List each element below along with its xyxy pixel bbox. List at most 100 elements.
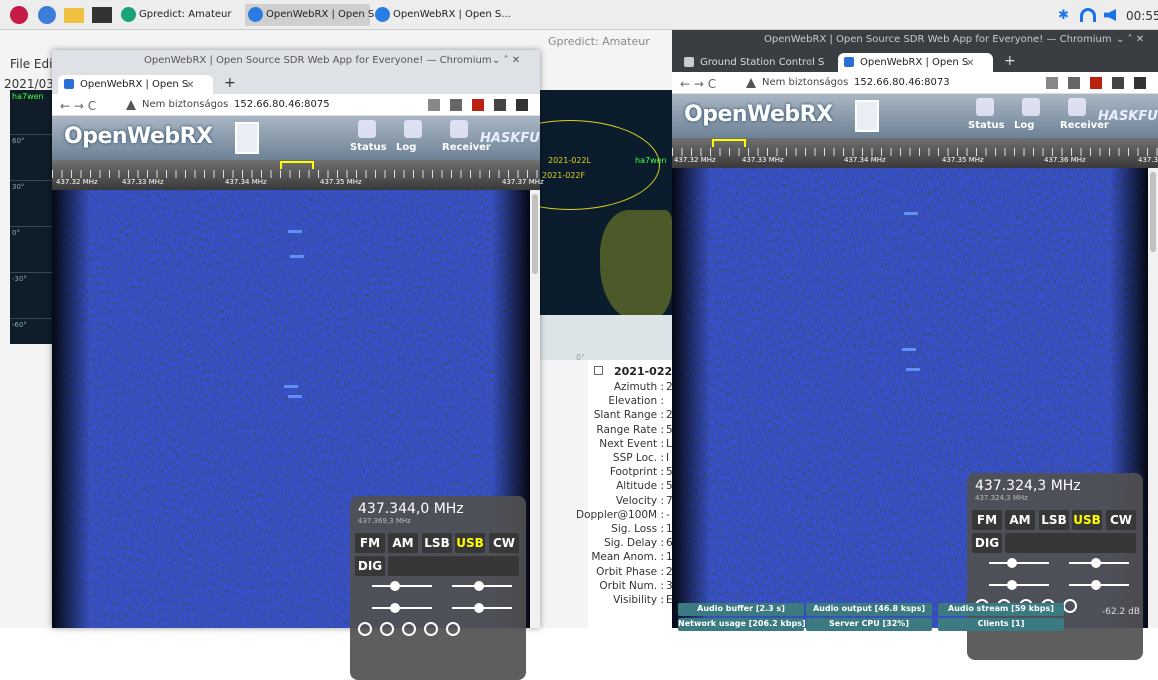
panel-icon-button[interactable] [402, 622, 416, 636]
slider-knob[interactable] [1007, 558, 1017, 568]
taskbar: Gpredict: Amateur OpenWebRX | Open S... Op… [0, 0, 1158, 30]
nav-label[interactable]: Log [396, 142, 417, 153]
gpredict-title: Gpredict: Amateur [548, 35, 650, 48]
new-tab[interactable]: + [1004, 53, 1016, 69]
panel-icon-button[interactable] [424, 622, 438, 636]
logo: OpenWebRX [64, 124, 213, 149]
mode-button[interactable]: DIG [355, 556, 385, 576]
nav-label[interactable]: Receiver [1060, 120, 1109, 131]
task-button[interactable]: OpenWebRX | Open S... [372, 4, 511, 26]
scale-label: 437.35 MHz [942, 156, 984, 164]
slider-knob[interactable] [390, 603, 400, 613]
extension-icons[interactable] [1046, 77, 1146, 89]
mode-button[interactable]: USB [1072, 510, 1102, 530]
nav-icon[interactable] [404, 120, 422, 138]
browser-icon[interactable] [38, 6, 56, 24]
info-label: Orbit Phase : [596, 565, 664, 578]
squelch-slider[interactable] [372, 607, 432, 609]
status-label: Audio output [46.8 ksps] [812, 604, 926, 613]
slider-knob[interactable] [1091, 558, 1101, 568]
squelch-slider[interactable] [989, 584, 1049, 586]
info-label: Mean Anom. : [591, 551, 664, 564]
window-title: OpenWebRX | Open Source SDR Web App for … [764, 34, 1112, 45]
gpredict-menu[interactable]: File Edi [10, 57, 53, 71]
browser-tab[interactable]: OpenWebRX | Open S ✕ [838, 53, 993, 72]
nav-icon[interactable] [976, 98, 994, 116]
nav-label[interactable]: Status [968, 120, 1005, 131]
status-label: Audio stream [59 kbps] [948, 604, 1054, 613]
status-bar: Server CPU [32%] [806, 618, 932, 631]
tab-close[interactable]: ✕ [186, 80, 195, 91]
browser-tab[interactable]: OpenWebRX | Open S ✕ [58, 75, 213, 94]
slider-knob[interactable] [1007, 580, 1017, 590]
nav-icon[interactable] [358, 120, 376, 138]
browser-tab[interactable]: Ground Station Control S ✕ [678, 53, 833, 72]
clock: 00:55 [1126, 9, 1158, 23]
scroll-thumb[interactable] [532, 194, 538, 274]
volume-slider[interactable] [372, 585, 432, 587]
slider-knob[interactable] [1091, 580, 1101, 590]
nav-label[interactable]: Log [1014, 120, 1035, 131]
mode-button[interactable]: FM [972, 510, 1002, 530]
panel-icon-button[interactable] [358, 622, 372, 636]
scrollbar[interactable] [1148, 168, 1158, 628]
latitude-label: 30° [12, 183, 25, 191]
info-value: 3 [666, 579, 673, 592]
panel-icon-button[interactable] [1063, 599, 1077, 613]
menu-icon[interactable] [10, 6, 28, 24]
sat-label: 2021-022L [548, 156, 591, 165]
nav-icon[interactable] [450, 120, 468, 138]
info-value: 2 [666, 409, 673, 422]
mode-button[interactable]: AM [388, 533, 418, 553]
mode-button[interactable]: CW [489, 533, 519, 553]
footprint-ring [540, 120, 660, 210]
tab-title: OpenWebRX | Open S [860, 57, 969, 68]
mode-button[interactable]: LSB [1039, 510, 1069, 530]
slider-knob[interactable] [390, 581, 400, 591]
task-button[interactable]: Gpredict: Amateur [118, 4, 240, 26]
nav-buttons[interactable]: ← → C [680, 77, 717, 91]
mode-button[interactable]: DIG [972, 533, 1002, 553]
info-value: 2 [666, 381, 673, 393]
latitude-label: -60° [12, 321, 27, 329]
window-controls[interactable]: ⌄ ˄ ✕ [1116, 34, 1145, 45]
new-tab[interactable]: + [224, 75, 236, 91]
volume-icon[interactable] [1104, 9, 1116, 21]
mode-button[interactable]: CW [1106, 510, 1136, 530]
terminal-icon[interactable] [92, 7, 112, 23]
nav-buttons[interactable]: ← → C [60, 99, 97, 113]
map-zero-label: 0° [576, 353, 586, 362]
slider-knob[interactable] [474, 603, 484, 613]
mode-button[interactable]: AM [1005, 510, 1035, 530]
files-icon[interactable] [64, 8, 84, 23]
slider-knob[interactable] [474, 581, 484, 591]
latitude-line [10, 272, 52, 273]
window-title: OpenWebRX | Open Source SDR Web App for … [144, 55, 492, 66]
digital-mode-select[interactable] [1005, 533, 1136, 553]
panel-icon-button[interactable] [380, 622, 394, 636]
nav-icon[interactable] [1022, 98, 1040, 116]
info-label: Sig. Delay : [604, 537, 664, 550]
extension-icons[interactable] [428, 99, 528, 111]
info-value: 2 [666, 565, 673, 578]
nav-label[interactable]: Receiver [442, 142, 491, 153]
digital-mode-select[interactable] [388, 556, 519, 576]
task-button[interactable]: OpenWebRX | Open S... [245, 4, 384, 26]
scrollbar[interactable] [530, 190, 540, 628]
panel-icon-button[interactable] [446, 622, 460, 636]
bluetooth-icon[interactable]: ✱ [1058, 8, 1069, 23]
brand: HASKFU [1098, 109, 1158, 124]
nav-label[interactable]: Status [350, 142, 387, 153]
mode-button[interactable]: FM [355, 533, 385, 553]
collapse-box[interactable] [594, 366, 603, 375]
mode-button[interactable]: USB [455, 533, 485, 553]
nav-icon[interactable] [1068, 98, 1086, 116]
wifi-icon[interactable] [1080, 8, 1096, 22]
receiver-header: OpenWebRX Status Log Receiver HASKFU [52, 116, 540, 160]
volume-slider[interactable] [989, 562, 1049, 564]
window-controls[interactable]: ⌄ ˄ ✕ [492, 55, 521, 66]
mode-button[interactable]: LSB [422, 533, 452, 553]
scroll-thumb[interactable] [1150, 172, 1156, 252]
tab-close[interactable]: ✕ [806, 58, 815, 69]
tab-close[interactable]: ✕ [966, 58, 975, 69]
